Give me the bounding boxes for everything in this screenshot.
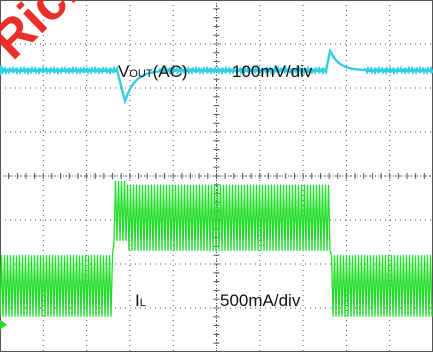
- vout-label: VOUT(AC): [118, 62, 188, 81]
- vout-waveform: [0, 47, 433, 105]
- il-waveform: [0, 180, 433, 317]
- il-channel-marker: [0, 319, 7, 330]
- vout-scale-label: 100mV/div: [232, 62, 313, 81]
- il-trace: [0, 180, 433, 317]
- il-label: IL: [135, 291, 146, 310]
- il-scale-label: 500mA/div: [220, 291, 301, 310]
- vout-trace: [0, 47, 433, 105]
